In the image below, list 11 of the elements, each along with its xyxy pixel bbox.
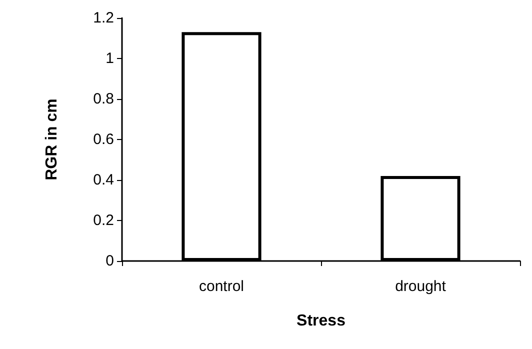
x-tick-label: drought xyxy=(395,278,447,295)
y-axis-title: RGR in cm xyxy=(44,98,60,180)
y-tick-label: 0.6 xyxy=(93,131,114,148)
y-tick-label: 0.8 xyxy=(93,90,114,108)
y-tick-label: 0.2 xyxy=(93,212,114,229)
y-tick-label: 1.2 xyxy=(93,10,114,26)
y-tick-label: 0.4 xyxy=(93,172,114,188)
x-axis-title: Stress xyxy=(296,312,346,330)
x-tick-label: control xyxy=(198,278,244,295)
y-tick-label: 1 xyxy=(106,50,114,67)
y-tick-label: 0 xyxy=(106,252,114,270)
